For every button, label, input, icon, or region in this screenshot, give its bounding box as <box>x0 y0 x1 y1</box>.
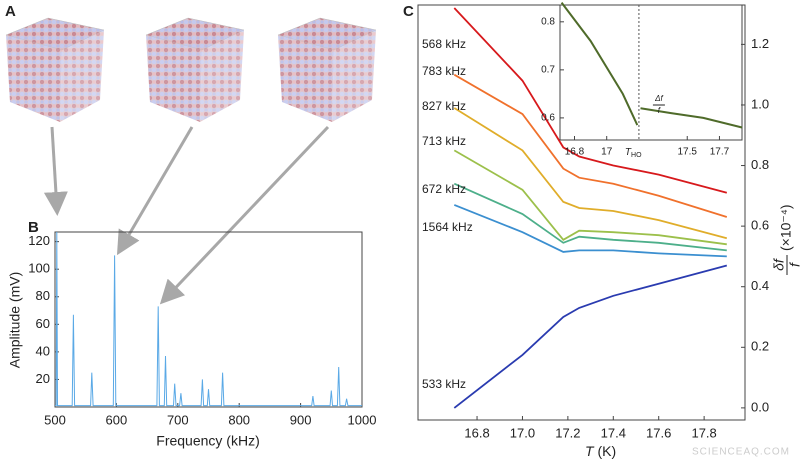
legend-label: 827 kHz <box>422 99 466 113</box>
y-axis-label: Amplitude (mV) <box>7 272 23 368</box>
legend-label: 713 kHz <box>422 134 466 148</box>
plot-area <box>560 1 743 129</box>
label-main: T <box>625 147 632 158</box>
x-tick-label: 17.8 <box>691 425 716 440</box>
x-tick-label: 700 <box>167 412 189 427</box>
delta-num: Δf <box>654 94 663 103</box>
series-line <box>453 7 728 194</box>
cubes <box>5 17 377 122</box>
series-line <box>453 149 727 246</box>
watermark: SCIENCEAQ.COM <box>692 447 790 458</box>
legend-label: 1564 kHz <box>422 220 473 234</box>
y-tick-label: 1.0 <box>751 96 769 111</box>
x-tick-label: 900 <box>290 412 312 427</box>
legend-label: 783 kHz <box>422 64 466 78</box>
x-tick-label: 17.2 <box>555 425 580 440</box>
y-tick-label: 0.0 <box>751 399 769 414</box>
series-line <box>453 73 728 218</box>
series-line <box>453 182 727 252</box>
x-tick-label: 500 <box>44 412 66 427</box>
y-tick-label: 0.2 <box>751 339 769 354</box>
panel-label: B <box>28 219 39 236</box>
y-tick-label: 0.6 <box>751 218 769 233</box>
y-tick-label: 0.6 <box>541 113 555 124</box>
y-label-den: f <box>787 261 800 267</box>
y-tick-label: 0.7 <box>541 64 555 75</box>
y-tick-label: 60 <box>36 316 50 331</box>
x-axis-label: T (K) <box>585 443 616 459</box>
x-var: T <box>585 443 595 459</box>
x-tick-label: 600 <box>106 412 128 427</box>
x-unit: (K) <box>597 443 616 459</box>
threshold-label: THO <box>625 147 642 159</box>
y-tick-label: 100 <box>28 261 50 276</box>
cube <box>5 17 105 122</box>
y-tick-label: 40 <box>36 343 50 358</box>
x-axis-label: Frequency (kHz) <box>156 433 259 449</box>
data-line <box>55 232 362 407</box>
y-tick-label: 0.8 <box>751 157 769 172</box>
plot-area <box>55 232 362 407</box>
cube <box>145 17 245 122</box>
cube <box>277 17 377 122</box>
y-tick-label: 120 <box>28 233 50 248</box>
y-tick-label: 80 <box>36 288 50 303</box>
x-tick-label: 16.8 <box>565 147 585 158</box>
panel-label: A <box>5 3 16 20</box>
y-tick-label: 20 <box>36 371 50 386</box>
plot-area <box>453 7 728 409</box>
delta-den: f <box>658 106 661 115</box>
x-tick-label: 17.5 <box>678 147 698 158</box>
series-line <box>453 204 727 258</box>
y-tick-label: 0.8 <box>541 16 555 27</box>
series-line <box>453 107 728 240</box>
x-tick-label: 17.4 <box>601 425 626 440</box>
y-tick-label: 0.4 <box>751 278 769 293</box>
x-tick-label: 17 <box>601 147 613 158</box>
inset-frame <box>559 4 743 141</box>
arrows <box>43 125 330 305</box>
x-tick-label: 1000 <box>348 412 377 427</box>
y-axis-label: δf f (×10⁻⁴) <box>771 205 800 275</box>
data-line <box>560 1 743 129</box>
panel-label: C <box>403 3 414 20</box>
y-label-num: δf <box>771 257 787 271</box>
y-label-unit: (×10⁻⁴) <box>778 205 794 251</box>
x-tick-label: 17.0 <box>510 425 535 440</box>
plot-frame <box>54 231 363 408</box>
x-tick-label: 17.6 <box>646 425 671 440</box>
x-tick-label: 800 <box>228 412 250 427</box>
legend-label: 533 kHz <box>422 377 466 391</box>
x-tick-label: 16.8 <box>464 425 489 440</box>
x-tick-label: 17.7 <box>710 147 730 158</box>
series-line <box>453 264 728 409</box>
legend-label: 672 kHz <box>422 182 466 196</box>
label-sub: HO <box>631 152 642 159</box>
y-tick-label: 1.2 <box>751 36 769 51</box>
legend-label: 568 kHz <box>422 37 466 51</box>
